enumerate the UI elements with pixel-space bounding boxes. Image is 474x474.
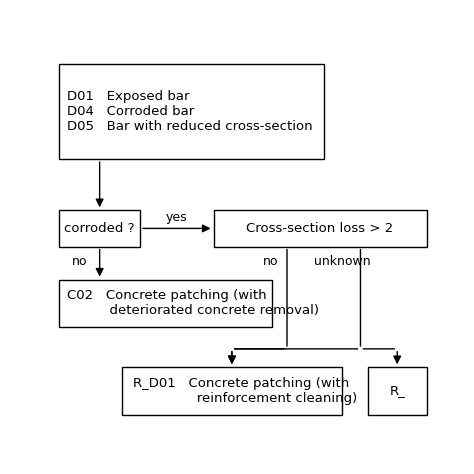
Text: C02   Concrete patching (with
          deteriorated concrete removal): C02 Concrete patching (with deteriorated… bbox=[66, 289, 319, 317]
FancyBboxPatch shape bbox=[213, 210, 427, 246]
Text: yes: yes bbox=[166, 211, 188, 224]
Text: corroded ?: corroded ? bbox=[64, 222, 135, 235]
Text: Cross-section loss > 2: Cross-section loss > 2 bbox=[246, 222, 394, 235]
Text: R_D01   Concrete patching (with
               reinforcement cleaning): R_D01 Concrete patching (with reinforcem… bbox=[133, 377, 357, 405]
Text: R_: R_ bbox=[389, 384, 405, 397]
Text: unknown: unknown bbox=[314, 255, 370, 268]
FancyBboxPatch shape bbox=[59, 280, 272, 327]
FancyBboxPatch shape bbox=[122, 367, 342, 415]
Text: no: no bbox=[72, 255, 87, 268]
Text: no: no bbox=[263, 255, 278, 268]
FancyBboxPatch shape bbox=[59, 64, 324, 159]
Text: D01   Exposed bar
D04   Corroded bar
D05   Bar with reduced cross-section: D01 Exposed bar D04 Corroded bar D05 Bar… bbox=[66, 90, 312, 133]
FancyBboxPatch shape bbox=[368, 367, 427, 415]
FancyBboxPatch shape bbox=[59, 210, 140, 246]
